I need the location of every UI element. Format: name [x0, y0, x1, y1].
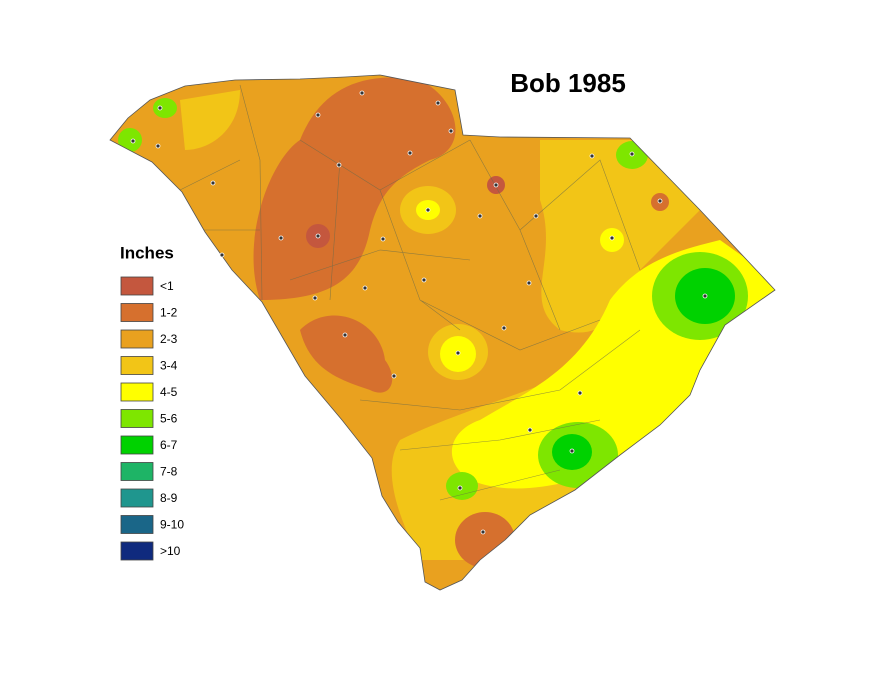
legend-swatch: [120, 515, 154, 534]
legend-swatch: [120, 303, 154, 322]
legend-swatch: [120, 329, 154, 349]
rainfall-surface: [110, 75, 775, 590]
legend-title: Inches: [120, 243, 174, 262]
zone: [300, 315, 393, 393]
zone: [153, 98, 177, 118]
county-lines: [179, 84, 641, 501]
legend-label: 5-6: [160, 412, 178, 426]
legend-swatch: [120, 541, 154, 561]
legend-label: 1-2: [160, 306, 178, 320]
legend-swatch: [120, 462, 154, 481]
stations: [130, 90, 708, 535]
legend-label: 9-10: [160, 518, 184, 532]
zone: [455, 512, 515, 568]
legend-label: 4-5: [160, 385, 178, 399]
legend-swatch: [120, 409, 154, 428]
legend: <1 1-2 2-3 3-4 4-5 5-6 6-7 7-8 8-9 9-10 >10: [120, 276, 184, 561]
legend-label: 3-4: [160, 359, 178, 373]
legend-label: 6-7: [160, 438, 178, 452]
legend-swatch: [120, 356, 154, 375]
legend-label: 8-9: [160, 491, 178, 505]
legend-label: 2-3: [160, 332, 178, 346]
legend-label: 7-8: [160, 465, 178, 479]
legend-swatch: [120, 382, 154, 402]
zone: [446, 472, 478, 500]
legend-label: >10: [160, 544, 181, 558]
legend-swatch: [120, 435, 154, 455]
zone: [118, 128, 142, 152]
map-title: Bob 1985: [510, 68, 626, 98]
zone: [253, 77, 456, 300]
legend-label: <1: [160, 279, 174, 293]
legend-swatch: [120, 488, 154, 508]
zone: [180, 90, 240, 150]
legend-swatch: [120, 276, 154, 296]
state-outline: [109, 74, 776, 591]
